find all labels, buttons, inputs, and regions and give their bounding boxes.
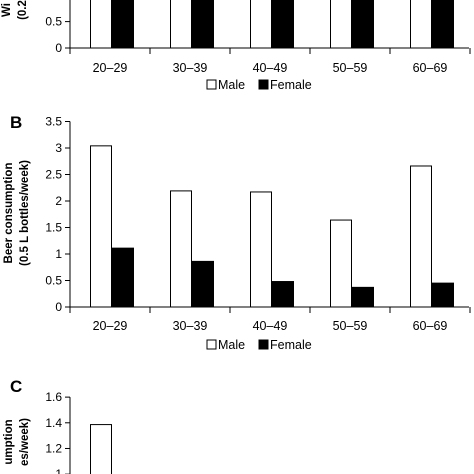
legend-label-female: Female (270, 78, 312, 92)
legend-swatch-female (258, 339, 269, 350)
legend-label-female: Female (270, 338, 312, 352)
y-axis-label: es/week) (19, 418, 31, 466)
bar-male (330, 0, 352, 49)
bar-male (90, 145, 112, 308)
y-axis-label: Wi (1, 3, 13, 17)
bar-female (432, 282, 454, 308)
bar-male (250, 0, 272, 49)
bar-male (330, 219, 352, 308)
y-tick-label: 3.5 (45, 115, 62, 129)
legend: Male Female (206, 338, 312, 352)
chart-panel-b: B 3.5 3 2.5 2 1.5 1 0.5 0 20–29 30–39 40–49 50–59 60–… (3, 113, 471, 352)
legend-label-male: Male (218, 78, 245, 92)
y-axis-label: (0.2 (17, 0, 29, 20)
y-tick-label: 1 (55, 467, 62, 474)
category-label: 50–59 (333, 319, 368, 333)
panel-letter: B (10, 113, 22, 132)
y-axis-label: umption (3, 419, 15, 464)
category-label: 20–29 (93, 319, 128, 333)
y-tick-label: 3 (55, 141, 62, 155)
bar-female (192, 0, 214, 49)
chart-panel-c: C 1.6 1.4 1.2 1 umption es/week) (3, 377, 112, 474)
legend-swatch-female (258, 79, 269, 90)
bar-male (90, 0, 112, 49)
bar-male (410, 0, 432, 49)
y-tick-label: 1.5 (45, 221, 62, 235)
bar-male (410, 165, 432, 308)
bar-female (352, 286, 374, 308)
legend-swatch-male (206, 79, 217, 90)
category-label: 30–39 (173, 319, 208, 333)
chart-panel-a: 1 0.5 0 20–29 30–39 40–49 50–59 60–69 Male Female… (1, 0, 471, 92)
bar-male (250, 191, 272, 308)
category-label: 20–29 (93, 61, 128, 75)
bar-female (112, 247, 134, 308)
bar-male (170, 190, 192, 308)
panel-letter: C (10, 377, 22, 396)
bar-female (192, 260, 214, 308)
y-tick-label: 1.4 (45, 416, 62, 430)
y-tick-label: 0 (55, 41, 62, 55)
y-tick-label: 1.2 (45, 441, 62, 455)
legend-label-male: Male (218, 338, 245, 352)
y-tick-label: 0.5 (45, 15, 62, 29)
bar-female (272, 0, 294, 49)
bar-female (272, 281, 294, 308)
category-label: 30–39 (173, 61, 208, 75)
y-tick-label: 1 (55, 247, 62, 261)
y-tick-label: 0.5 (45, 274, 62, 288)
y-tick-label: 2.5 (45, 168, 62, 182)
category-label: 60–69 (413, 319, 448, 333)
bar-female (352, 0, 374, 49)
legend-swatch-male (206, 339, 217, 350)
y-tick-label: 2 (55, 194, 62, 208)
y-tick-label: 1 (55, 0, 62, 2)
y-axis-label: (0.5 L bottles/week) (19, 160, 31, 266)
bar-male (170, 0, 192, 49)
y-tick-label: 1.6 (45, 390, 62, 404)
bar-male (90, 424, 112, 474)
y-tick-label: 0 (55, 300, 62, 314)
category-label: 40–49 (253, 61, 288, 75)
bar-female (432, 0, 454, 49)
legend: Male Female (206, 78, 312, 92)
y-axis-label: Beer consumption (3, 163, 15, 264)
bar-female (112, 0, 134, 49)
category-label: 40–49 (253, 319, 288, 333)
category-label: 50–59 (333, 61, 368, 75)
category-label: 60–69 (413, 61, 448, 75)
